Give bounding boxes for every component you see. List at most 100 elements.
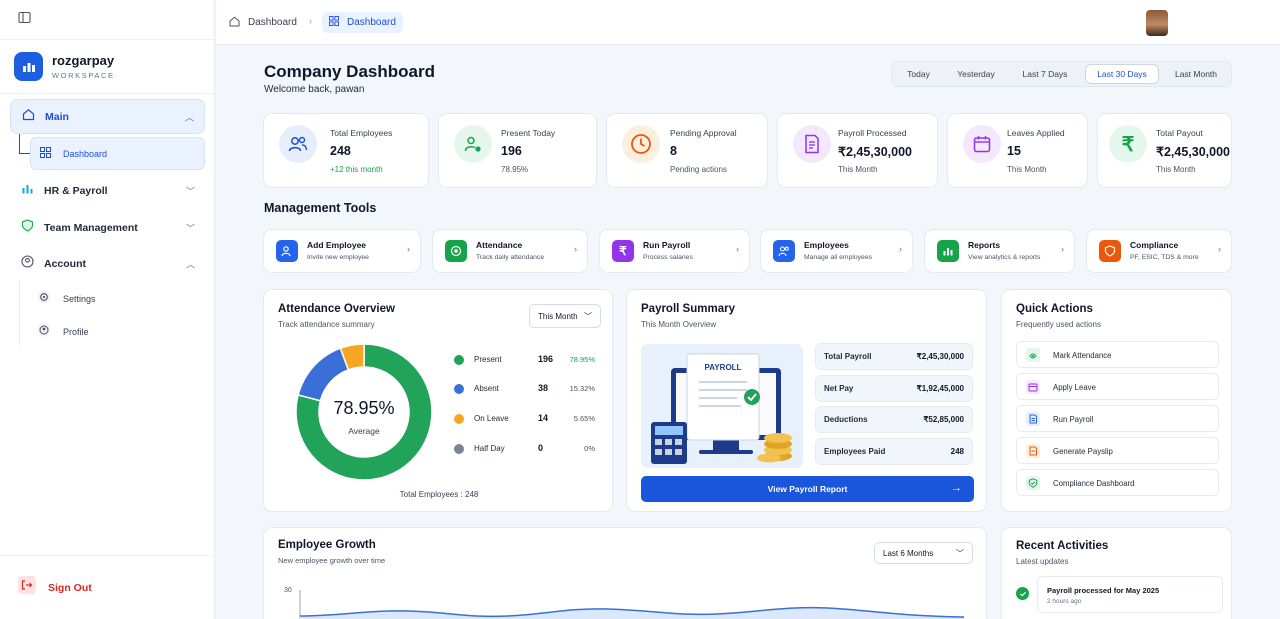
- sidebar-item-hr-payroll[interactable]: HR & Payroll ﹀: [10, 174, 205, 207]
- legend-name: On Leave: [474, 414, 509, 423]
- sidebar-item-main-label: Main: [45, 110, 69, 123]
- recent-activities-card: Recent Activities Latest updates Payroll…: [1001, 527, 1232, 619]
- stat-card-total-employees[interactable]: Total Employees 248 +12 this month: [263, 113, 429, 188]
- payroll-subtitle: This Month Overview: [641, 320, 717, 329]
- sidebar-item-settings-label: Settings: [63, 294, 96, 304]
- quick-action-label: Generate Payslip: [1053, 447, 1113, 456]
- stat-label: Present Today: [501, 128, 556, 138]
- welcome-text: Welcome back, pawan: [264, 84, 365, 95]
- attendance-period-select[interactable]: This Month ﹀: [529, 304, 601, 328]
- range-last-month[interactable]: Last Month: [1174, 69, 1218, 79]
- sidebar-item-profile[interactable]: Profile: [30, 317, 205, 347]
- legend-dot: [454, 414, 464, 424]
- legend-on-leave: On Leave 14 5.65%: [454, 412, 599, 426]
- stat-card-payroll-processed[interactable]: Payroll Processed ₹2,45,30,000 This Mont…: [777, 113, 938, 188]
- donut-slice-present: [295, 343, 433, 481]
- quick-action-compliance-dashboard[interactable]: Compliance Dashboard: [1016, 469, 1219, 496]
- range-yesterday[interactable]: Yesterday: [957, 69, 995, 79]
- sidebar-item-dashboard-label: Dashboard: [63, 148, 108, 159]
- quick-action-run-payroll[interactable]: Run Payroll: [1016, 405, 1219, 432]
- tool-run-payroll[interactable]: ₹ Run Payroll Process salaries ›: [599, 229, 750, 273]
- donut-center-label: Average: [348, 426, 380, 436]
- tool-name: Employees: [804, 240, 849, 250]
- chevron-down-icon: ﹀: [185, 186, 195, 196]
- sidebar-toggle-icon[interactable]: [18, 11, 31, 29]
- quick-actions-subtitle: Frequently used actions: [1016, 320, 1101, 329]
- payroll-illustration-label: PAYROLL: [704, 363, 742, 372]
- payroll-row-employees-paid: Employees Paid 248: [815, 438, 973, 465]
- legend-half-day: Half Day 0 0%: [454, 442, 599, 456]
- sidebar-item-settings[interactable]: Settings: [30, 284, 205, 314]
- legend-name: Absent: [474, 384, 499, 393]
- chevron-right-icon: ›: [407, 244, 410, 254]
- legend-pct: 0%: [584, 444, 595, 453]
- quick-action-generate-payslip[interactable]: Generate Payslip: [1016, 437, 1219, 464]
- calendar-icon: [1026, 380, 1040, 394]
- document-icon: [1026, 412, 1040, 426]
- avatar[interactable]: [1146, 10, 1168, 36]
- quick-action-apply-leave[interactable]: Apply Leave: [1016, 373, 1219, 400]
- attendance-title: Attendance Overview: [278, 303, 395, 315]
- stat-sub: 78.95%: [501, 165, 529, 174]
- tree-line: [19, 153, 30, 154]
- shield-icon: [21, 218, 34, 237]
- growth-period-select[interactable]: Last 6 Months ﹀: [874, 542, 973, 564]
- chevron-right-icon: ›: [1061, 244, 1064, 254]
- stat-label: Total Employees: [330, 128, 393, 138]
- brand-name: rozgarpay: [52, 53, 115, 68]
- topbar: Dashboard › Dashboard: [216, 0, 1280, 45]
- payroll-row-total: Total Payroll ₹2,45,30,000: [815, 343, 973, 370]
- sign-out-button[interactable]: Sign Out: [0, 555, 215, 619]
- stat-card-total-payout[interactable]: ₹ Total Payout ₹2,45,30,000 This Month: [1097, 113, 1232, 188]
- sidebar-header: [0, 0, 214, 40]
- user-icon: [37, 323, 51, 342]
- tool-reports[interactable]: Reports View analytics & reports ›: [924, 229, 1075, 273]
- check-circle-icon: [1016, 587, 1029, 600]
- user-check-icon: [454, 125, 492, 163]
- breadcrumb-current[interactable]: Dashboard: [322, 12, 403, 33]
- stat-label: Payroll Processed: [838, 128, 907, 138]
- stat-card-leaves-applied[interactable]: Leaves Applied 15 This Month: [947, 113, 1088, 188]
- payroll-row-value: ₹2,45,30,000: [916, 352, 964, 361]
- payroll-row-value: ₹1,92,45,000: [916, 384, 964, 393]
- stat-label: Pending Approval: [670, 128, 737, 138]
- legend-pct: 78.95%: [569, 355, 595, 364]
- monitor-illustration-icon: [651, 353, 792, 464]
- breadcrumb-separator-icon: ›: [309, 16, 312, 26]
- sidebar-item-team-management[interactable]: Team Management ﹀: [10, 211, 205, 244]
- sign-out-label: Sign Out: [48, 581, 92, 594]
- stat-value: 15: [1007, 144, 1021, 158]
- stat-label: Total Payout: [1156, 128, 1203, 138]
- activity-item[interactable]: Payroll processed for May 2025 2 hours a…: [1037, 576, 1223, 613]
- view-payroll-report-button[interactable]: View Payroll Report →: [641, 476, 974, 502]
- range-last-30-days[interactable]: Last 30 Days: [1085, 64, 1159, 84]
- payroll-title: Payroll Summary: [641, 303, 735, 315]
- tool-compliance[interactable]: Compliance PF, ESIC, TDS & more ›: [1086, 229, 1232, 273]
- stat-sub: Pending actions: [670, 165, 727, 174]
- payroll-summary-card: Payroll Summary This Month Overview PAYR…: [626, 289, 987, 512]
- range-today[interactable]: Today: [907, 69, 930, 79]
- breadcrumb-home[interactable]: Dashboard: [229, 12, 297, 33]
- sidebar-item-account-label: Account: [44, 257, 86, 270]
- chevron-up-icon: ︿: [184, 112, 194, 122]
- stat-card-pending-approval[interactable]: Pending Approval 8 Pending actions: [606, 113, 768, 188]
- chevron-down-icon: ﹀: [956, 549, 964, 558]
- stat-label: Leaves Applied: [1007, 128, 1065, 138]
- stat-card-present-today[interactable]: Present Today 196 78.95%: [438, 113, 597, 188]
- sidebar-item-account[interactable]: Account ︿: [10, 247, 205, 280]
- tool-attendance[interactable]: Attendance Track daily attendance ›: [432, 229, 588, 273]
- tool-desc: Manage all employees: [804, 254, 873, 261]
- document-icon: [793, 125, 831, 163]
- tool-employees[interactable]: Employees Manage all employees ›: [760, 229, 913, 273]
- sidebar-item-main[interactable]: Main ︿: [10, 99, 205, 134]
- donut-slice-absent: [297, 347, 350, 402]
- range-last-7-days[interactable]: Last 7 Days: [1022, 69, 1068, 79]
- quick-actions-title: Quick Actions: [1016, 303, 1093, 315]
- tool-add-employee[interactable]: Add Employee Invite new employee ›: [263, 229, 421, 273]
- legend-dot: [454, 355, 464, 365]
- tool-desc: View analytics & reports: [968, 254, 1041, 261]
- quick-action-mark-attendance[interactable]: Mark Attendance: [1016, 341, 1219, 368]
- chevron-down-icon: ﹀: [584, 312, 592, 321]
- legend-count: 14: [538, 413, 549, 423]
- sidebar-item-dashboard[interactable]: Dashboard: [30, 137, 205, 170]
